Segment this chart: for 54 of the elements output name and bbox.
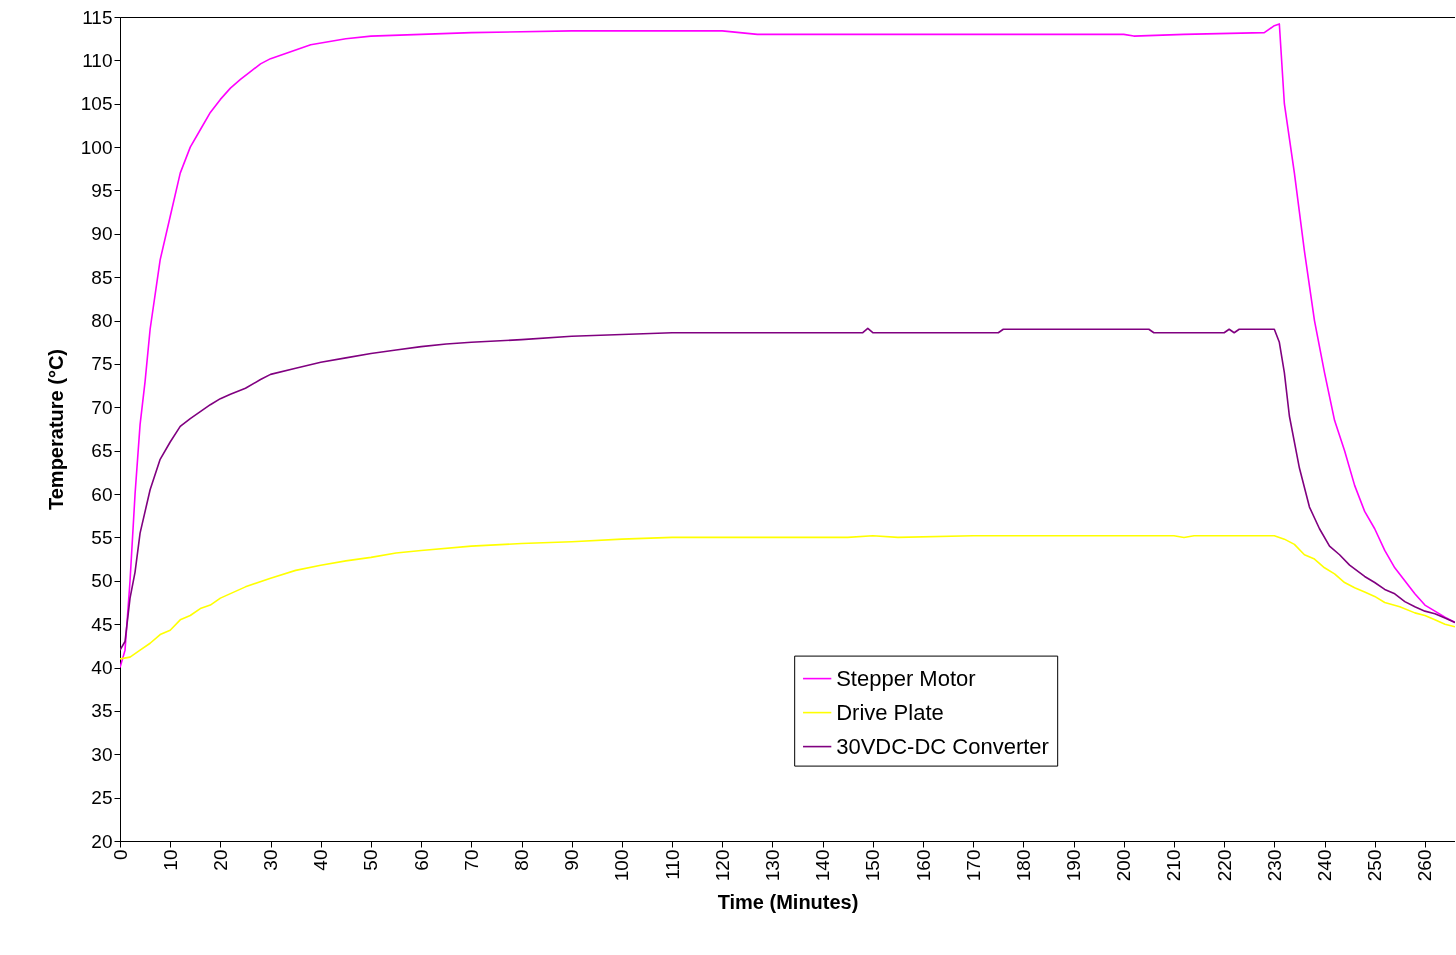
line-series bbox=[120, 534, 1455, 660]
x-tick-label: 240 bbox=[1314, 849, 1336, 882]
x-tick-label: 140 bbox=[812, 849, 834, 882]
x-tick-label: 120 bbox=[711, 849, 733, 882]
y-axis-title: Temperature (°C) bbox=[44, 349, 67, 510]
x-tick-label: 110 bbox=[661, 849, 683, 880]
x-tick-label: 220 bbox=[1213, 849, 1235, 882]
y-tick-label: 95 bbox=[91, 179, 113, 201]
x-tick-label: 170 bbox=[962, 849, 984, 882]
x-axis-title: Time (Minutes) bbox=[717, 891, 859, 914]
x-tick-label: 70 bbox=[460, 849, 482, 871]
legend-label: Drive Plate bbox=[836, 699, 944, 725]
y-tick-label: 100 bbox=[80, 136, 113, 158]
y-tick-label: 80 bbox=[91, 310, 113, 332]
x-tick-label: 60 bbox=[410, 849, 432, 871]
legend-label: 30VDC-DC Converter bbox=[836, 733, 1049, 759]
y-tick-label: 45 bbox=[91, 613, 113, 635]
x-tick-label: 260 bbox=[1414, 849, 1436, 882]
y-tick-label: 85 bbox=[91, 266, 113, 288]
x-tick-label: 200 bbox=[1113, 849, 1135, 882]
y-tick-label: 90 bbox=[91, 223, 113, 245]
x-tick-label: 0 bbox=[109, 849, 131, 861]
x-tick-label: 150 bbox=[862, 849, 884, 882]
x-tick-label: 250 bbox=[1364, 849, 1386, 882]
x-tick-label: 20 bbox=[209, 849, 231, 871]
y-tick-label: 30 bbox=[91, 743, 113, 765]
y-tick-label: 60 bbox=[91, 483, 113, 505]
x-tick-label: 190 bbox=[1063, 849, 1085, 882]
y-tick-label: 40 bbox=[91, 657, 113, 679]
x-tick-label: 30 bbox=[260, 849, 282, 871]
y-tick-label: 55 bbox=[91, 526, 113, 548]
y-tick-label: 115 bbox=[82, 6, 113, 28]
x-tick-label: 210 bbox=[1163, 849, 1185, 882]
x-tick-label: 90 bbox=[561, 849, 583, 871]
y-tick-label: 70 bbox=[91, 396, 113, 418]
line-series bbox=[120, 327, 1455, 651]
x-tick-label: 40 bbox=[310, 849, 332, 871]
y-tick-label: 110 bbox=[82, 49, 113, 71]
y-tick-label: 65 bbox=[91, 440, 113, 462]
y-tick-label: 25 bbox=[91, 787, 113, 809]
x-tick-label: 100 bbox=[611, 849, 633, 882]
x-tick-label: 80 bbox=[511, 849, 532, 871]
legend-label: Stepper Motor bbox=[836, 665, 976, 691]
y-tick-label: 20 bbox=[91, 830, 113, 852]
x-tick-label: 50 bbox=[360, 849, 382, 871]
x-tick-label: 180 bbox=[1012, 849, 1034, 882]
y-tick-label: 105 bbox=[80, 93, 113, 115]
x-tick-label: 230 bbox=[1263, 849, 1285, 882]
y-tick-label: 35 bbox=[91, 700, 113, 722]
y-tick-label: 75 bbox=[91, 353, 113, 375]
x-tick-label: 10 bbox=[159, 849, 181, 871]
x-tick-label: 160 bbox=[912, 849, 934, 882]
x-tick-label: 130 bbox=[761, 849, 783, 882]
y-tick-label: 50 bbox=[91, 570, 113, 592]
